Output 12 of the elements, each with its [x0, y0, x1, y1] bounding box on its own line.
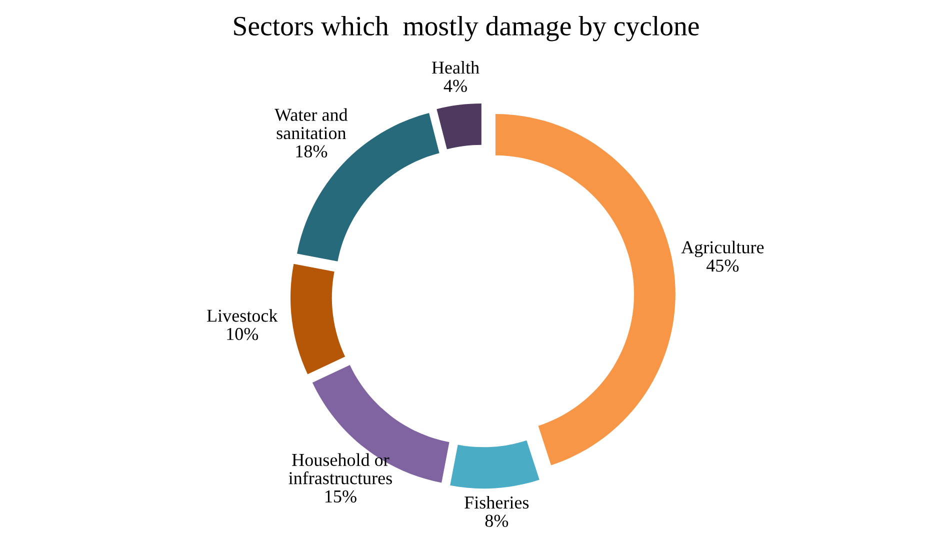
slice-label: Water and sanitation — [274, 108, 348, 140]
data-label: 8% — [485, 514, 508, 527]
slice-label: Livestock — [207, 309, 278, 322]
data-label: 45% — [706, 260, 739, 272]
data-label: 4% — [444, 80, 467, 92]
data-label: 10% — [227, 328, 258, 340]
slice-label: Health — [432, 61, 480, 74]
slice-label: Agriculture — [681, 240, 764, 258]
data-label: 18% — [296, 145, 328, 158]
chart-title: Sectors which mostly damage by cyclone — [234, 16, 699, 42]
slice-label: Fisheries — [464, 496, 529, 509]
data-label: 15% — [326, 490, 356, 503]
